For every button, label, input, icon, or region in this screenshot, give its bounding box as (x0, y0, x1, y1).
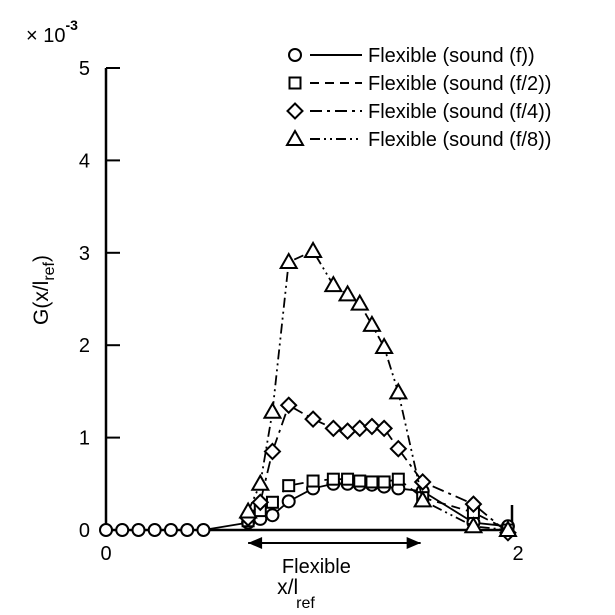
series-4-point-6 (337, 284, 358, 302)
series-1-point-2 (131, 523, 146, 537)
series-4 (238, 240, 518, 537)
series-4-point-7 (350, 293, 370, 311)
y-tick-label-1: 1 (79, 428, 90, 450)
legend-item-3: Flexible (sound (f/4)) (286, 101, 551, 123)
legend: Flexible (sound (f)) Flexible (sound (f/2… (285, 45, 551, 151)
series-1-point-1 (115, 523, 130, 537)
y-multiplier: × 10-3 (26, 17, 78, 47)
series-1-point-9 (265, 508, 280, 523)
series-4-point-11 (412, 490, 433, 508)
series-3-point-10 (389, 439, 408, 458)
legend-item-2: Flexible (sound (f/2)) (288, 73, 551, 95)
legend-label-1: Flexible (sound (f)) (368, 45, 535, 67)
x-axis-label: x/l ref (277, 576, 315, 612)
series-2-point-3 (282, 479, 296, 493)
flexible-arrow-right-head (406, 537, 421, 549)
series-4-point-13 (498, 519, 518, 537)
series-4-point-12 (463, 516, 484, 534)
series-4-point-8 (362, 314, 382, 332)
x-tick-label-0: 0 (100, 543, 111, 565)
series-3-point-6 (338, 422, 357, 441)
legend-label-3: Flexible (sound (f/4)) (368, 101, 551, 123)
y-ticks: 0 1 2 3 4 5 (79, 58, 120, 542)
series-2-point-9 (377, 475, 391, 489)
series-1-point-4 (163, 523, 178, 537)
series-4-point-9 (374, 337, 394, 355)
series-4-point-1 (250, 473, 271, 491)
series-4-point-4 (303, 240, 323, 258)
series-3-point-3 (279, 396, 298, 415)
series-4-point-3 (278, 252, 299, 270)
y-tick-label-2: 2 (79, 335, 90, 357)
legend-marker-3 (286, 102, 304, 120)
y-axis-label: G(x/lref) (30, 255, 58, 325)
legend-marker-2 (288, 76, 302, 90)
legend-marker-1 (288, 48, 302, 62)
series-2-point-4 (306, 474, 320, 488)
flexible-region-label: Flexible (282, 556, 351, 578)
series-1-point-3 (147, 523, 162, 537)
series-1-point-10 (281, 494, 296, 509)
series-2-point-8 (365, 475, 379, 489)
flexible-region-annotation: Flexible (248, 537, 421, 578)
series-1-point-5 (180, 523, 195, 537)
series-3-point-4 (304, 410, 322, 429)
legend-marker-4 (285, 128, 305, 146)
series-2-point-6 (341, 472, 355, 486)
series-3-point-2 (263, 442, 282, 461)
series-4-point-0 (238, 501, 258, 519)
series-3-point-9 (375, 419, 394, 438)
series-2-point-10 (391, 472, 405, 486)
series-4-point-10 (388, 382, 409, 400)
legend-item-4: Flexible (sound (f/8)) (285, 128, 551, 151)
series-3-point-8 (363, 417, 381, 436)
y-tick-label-5: 5 (79, 58, 90, 80)
series-layer (99, 240, 518, 542)
series-1-point-0 (99, 523, 113, 537)
series-2-point-7 (353, 474, 367, 488)
series-3-point-11 (413, 473, 432, 491)
series-3-point-12 (464, 495, 483, 514)
legend-item-1: Flexible (sound (f)) (288, 45, 535, 67)
y-tick-label-3: 3 (79, 243, 90, 265)
flexible-arrow-left-head (248, 537, 263, 549)
series-3-point-5 (324, 419, 343, 438)
legend-label-4: Flexible (sound (f/8)) (368, 129, 551, 151)
series-3-point-1 (251, 493, 270, 512)
series-1-point-6 (196, 523, 211, 537)
y-tick-label-0: 0 (79, 520, 90, 542)
y-tick-label-4: 4 (79, 150, 90, 172)
series-2-point-5 (326, 472, 340, 486)
legend-label-2: Flexible (sound (f/2)) (368, 73, 551, 95)
series-4-point-2 (262, 401, 283, 419)
series-4-point-5 (323, 275, 344, 293)
x-tick-label-1: 2 (512, 543, 523, 565)
